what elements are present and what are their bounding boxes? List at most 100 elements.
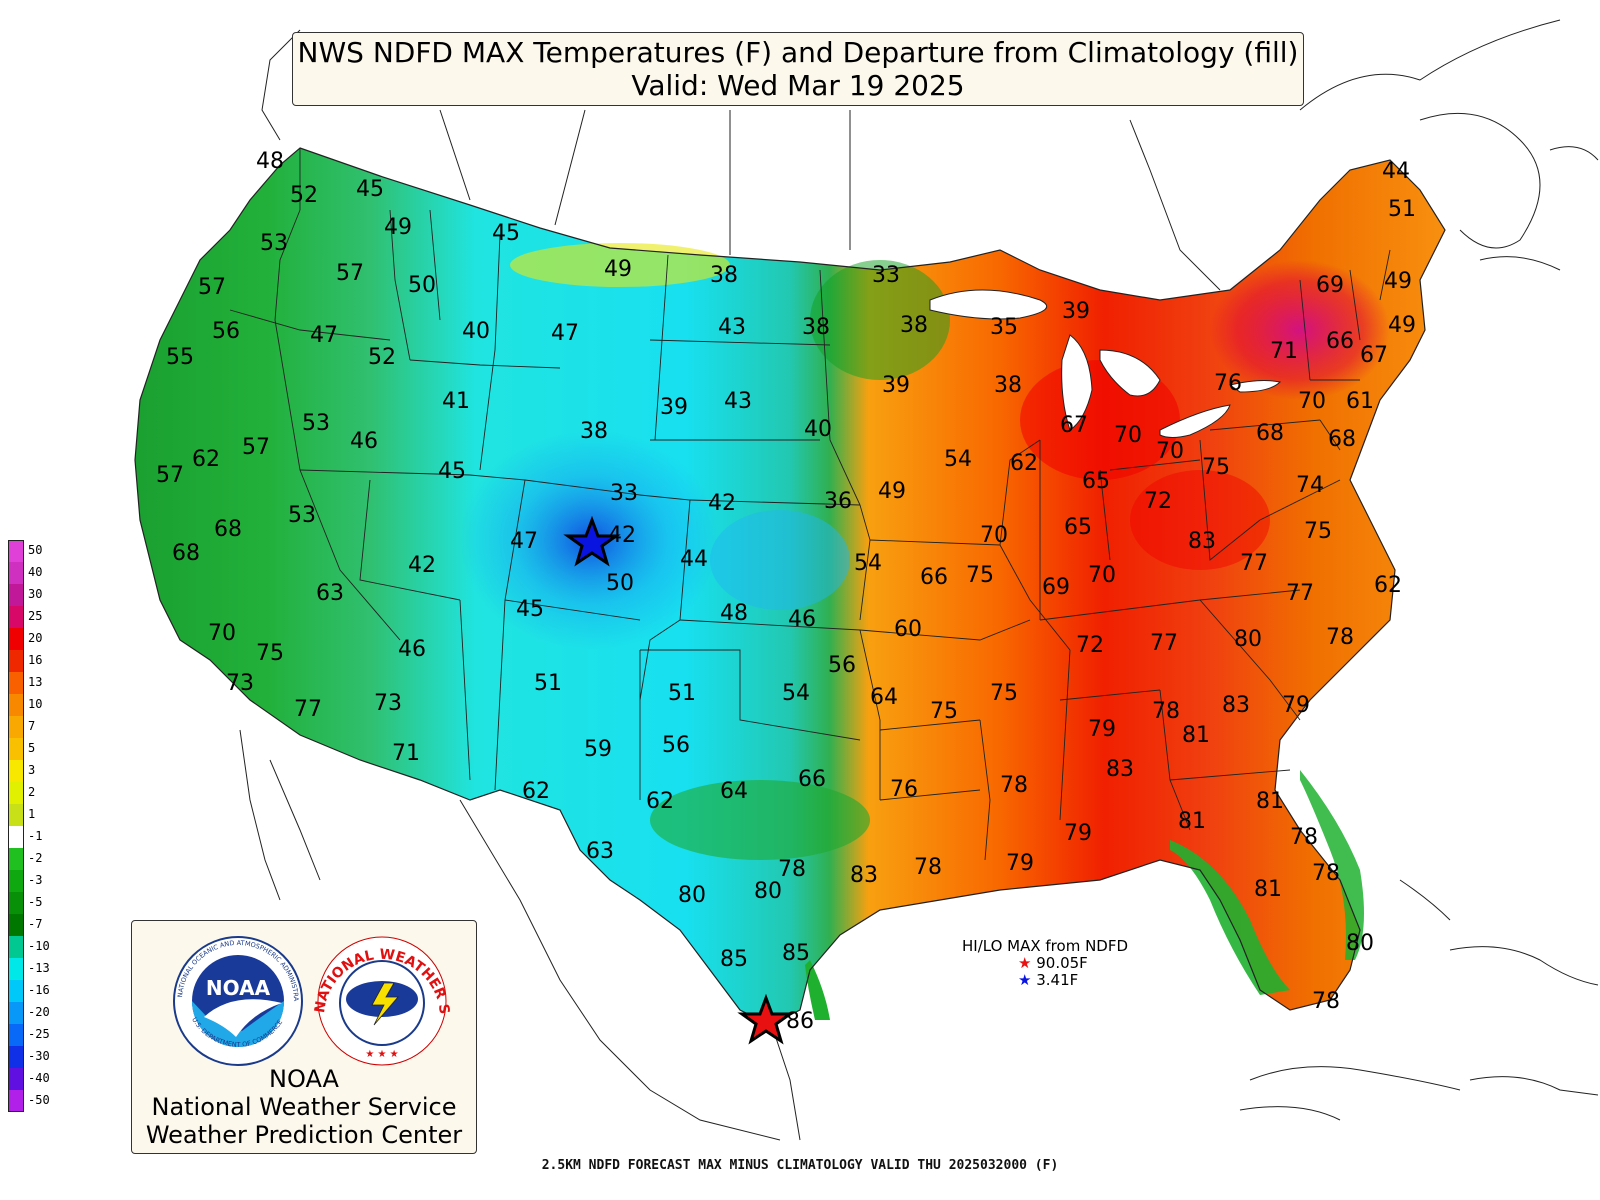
legend-swatch — [8, 628, 24, 650]
temperature-label: 49 — [878, 479, 906, 504]
temperature-label: 46 — [350, 429, 378, 454]
temperature-label: 38 — [710, 263, 738, 288]
legend-swatch — [8, 892, 24, 914]
temperature-label: 69 — [1042, 575, 1070, 600]
temperature-label: 38 — [994, 373, 1022, 398]
temperature-label: 75 — [990, 681, 1018, 706]
legend-swatch — [8, 584, 24, 606]
temperature-label: 66 — [798, 767, 826, 792]
temperature-label: 68 — [214, 517, 242, 542]
svg-text:★ ★ ★: ★ ★ ★ — [365, 1049, 398, 1060]
legend-swatch — [8, 804, 24, 826]
temperature-label: 76 — [890, 777, 918, 802]
temperature-label: 51 — [668, 681, 696, 706]
legend-label: 7 — [28, 719, 36, 733]
temperature-label: 38 — [580, 419, 608, 444]
state-borders — [229, 148, 1391, 861]
temperature-label: 65 — [1064, 515, 1092, 540]
temperature-label: 78 — [1326, 625, 1354, 650]
temperature-label: 70 — [980, 523, 1008, 548]
legend-swatch — [8, 1046, 24, 1068]
legend-label: 25 — [28, 609, 43, 623]
temperature-label: 40 — [462, 319, 490, 344]
temperature-label: 57 — [156, 463, 184, 488]
departure-color-legend — [8, 540, 24, 1112]
legend-label: -3 — [28, 873, 43, 887]
map-title-box: NWS NDFD MAX Temperatures (F) and Depart… — [292, 32, 1304, 106]
low-temp-star-marker[interactable] — [563, 515, 621, 567]
temperature-label: 56 — [212, 319, 240, 344]
legend-label: -20 — [28, 1005, 50, 1019]
temperature-label: 81 — [1178, 809, 1206, 834]
temperature-label: 50 — [408, 273, 436, 298]
legend-swatch — [8, 870, 24, 892]
temperature-label: 70 — [208, 621, 236, 646]
temperature-label: 53 — [302, 411, 330, 436]
temperature-label: 83 — [1106, 757, 1134, 782]
legend-label: 40 — [28, 565, 43, 579]
temperature-label: 78 — [1312, 989, 1340, 1014]
temperature-label: 36 — [824, 489, 852, 514]
legend-swatch — [8, 1024, 24, 1046]
footer-caption: 2.5KM NDFD FORECAST MAX MINUS CLIMATOLOG… — [541, 1158, 1059, 1173]
temperature-label: 39 — [660, 395, 688, 420]
temperature-label: 39 — [1062, 299, 1090, 324]
temperature-label: 44 — [680, 547, 708, 572]
temperature-label: 78 — [778, 857, 806, 882]
agency-line-nws: National Weather Service — [151, 1093, 457, 1121]
temperature-label: 70 — [1298, 389, 1326, 414]
temperature-label: 69 — [1316, 273, 1344, 298]
temperature-label: 75 — [1304, 519, 1332, 544]
hot-core-northeast — [1210, 260, 1390, 400]
temperature-label: 38 — [802, 315, 830, 340]
temperature-label: 57 — [336, 261, 364, 286]
temperature-label: 77 — [1240, 551, 1268, 576]
temperature-label: 40 — [804, 417, 832, 442]
temperature-label: 49 — [384, 215, 412, 240]
temperature-label: 67 — [1360, 343, 1388, 368]
temperature-label: 83 — [850, 863, 878, 888]
high-temp-star-marker[interactable] — [737, 993, 795, 1045]
temperature-label: 61 — [1346, 389, 1374, 414]
temperature-label: 80 — [1234, 627, 1262, 652]
temperature-label: 33 — [610, 481, 638, 506]
temperature-label: 39 — [882, 373, 910, 398]
temperature-label: 70 — [1114, 423, 1142, 448]
legend-label: -5 — [28, 895, 43, 909]
legend-swatch — [8, 694, 24, 716]
temperature-label: 71 — [392, 741, 420, 766]
temperature-label: 47 — [310, 323, 338, 348]
temperature-label: 75 — [256, 641, 284, 666]
temperature-label: 56 — [828, 653, 856, 678]
temperature-label: 73 — [226, 671, 254, 696]
temperature-label: 57 — [242, 435, 270, 460]
temperature-label: 48 — [720, 601, 748, 626]
legend-label: -40 — [28, 1071, 50, 1085]
legend-swatch — [8, 738, 24, 760]
legend-swatch — [8, 1090, 24, 1112]
legend-label: 16 — [28, 653, 43, 667]
temperature-label: 73 — [374, 691, 402, 716]
legend-label: -1 — [28, 829, 43, 843]
temperature-label: 83 — [1188, 529, 1216, 554]
valid-date: Valid: Wed Mar 19 2025 — [631, 69, 965, 102]
temperature-label: 63 — [586, 839, 614, 864]
temperature-label: 81 — [1256, 789, 1284, 814]
agency-line-wpc: Weather Prediction Center — [145, 1121, 463, 1149]
legend-label: -2 — [28, 851, 43, 865]
low-star-icon: ★ — [1018, 971, 1032, 989]
hilo-high: ★ 90.05F — [1018, 955, 1128, 972]
logos: NOAA NATIONAL OCEANIC AND ATMOSPHERIC AD… — [132, 921, 452, 1066]
agency-logo-box: NOAA NATIONAL OCEANIC AND ATMOSPHERIC AD… — [131, 920, 477, 1154]
temperature-label: 62 — [522, 779, 550, 804]
legend-swatch — [8, 650, 24, 672]
temperature-label: 77 — [1286, 581, 1314, 606]
temperature-label: 75 — [1202, 455, 1230, 480]
temperature-label: 44 — [1382, 159, 1410, 184]
legend-label: -13 — [28, 961, 50, 975]
temperature-label: 42 — [708, 491, 736, 516]
legend-label: -50 — [28, 1093, 50, 1107]
temperature-label: 47 — [551, 321, 579, 346]
legend-swatch — [8, 958, 24, 980]
